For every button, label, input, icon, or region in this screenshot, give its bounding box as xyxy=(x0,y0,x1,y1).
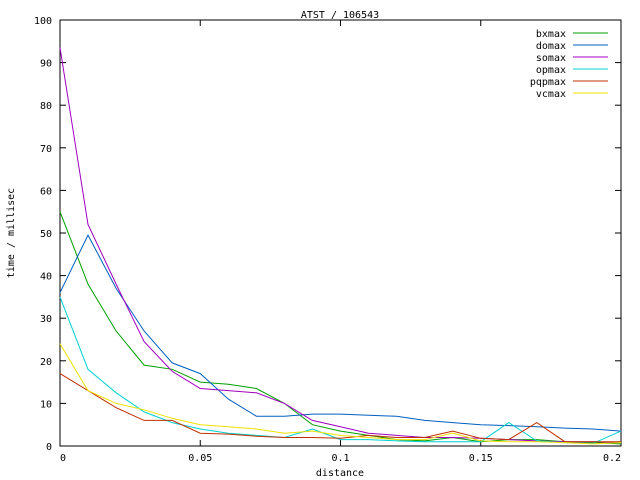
x-tick-label: 0.1 xyxy=(331,453,349,464)
series-line-bxmax xyxy=(59,211,622,445)
legend-label: opmax xyxy=(536,65,566,76)
y-tick-label: 10 xyxy=(40,399,52,410)
legend-label: vcmax xyxy=(536,89,566,100)
axis-ticks: 0 10 20 30 40 50 60 70 80 90 100 0 0.05 0.1 0.15 0.2 xyxy=(34,16,622,464)
y-tick-label: 100 xyxy=(34,16,52,27)
y-tick-label: 60 xyxy=(40,186,52,197)
x-tick-label: 0.05 xyxy=(188,453,212,464)
x-axis-label: distance xyxy=(316,468,364,479)
series-line-opmax xyxy=(59,296,622,444)
legend-label: somax xyxy=(536,53,566,64)
y-tick-label: 70 xyxy=(40,144,52,155)
x-tick-label: 0 xyxy=(60,453,66,464)
series-line-pqpmax xyxy=(59,373,621,443)
legend-label: pqpmax xyxy=(530,77,566,88)
y-tick-label: 90 xyxy=(40,59,52,70)
y-tick-label: 20 xyxy=(40,357,52,368)
series-line-somax xyxy=(59,47,622,444)
legend-label: bxmax xyxy=(536,29,566,40)
chart-title: ATST / 106543 xyxy=(301,10,379,21)
y-tick-label: 0 xyxy=(46,442,52,453)
y-tick-label: 40 xyxy=(40,272,52,283)
x-tick-label: 0.2 xyxy=(603,453,621,464)
series-lines xyxy=(59,47,622,445)
y-axis-label: time / millisec xyxy=(6,188,17,278)
y-tick-label: 80 xyxy=(40,101,52,112)
series-line-vcmax xyxy=(59,343,622,445)
x-tick-label: 0.15 xyxy=(469,453,493,464)
series-line-domax xyxy=(59,233,622,432)
y-tick-label: 50 xyxy=(40,229,52,240)
legend-label: domax xyxy=(536,41,566,52)
y-tick-label: 30 xyxy=(40,314,52,325)
